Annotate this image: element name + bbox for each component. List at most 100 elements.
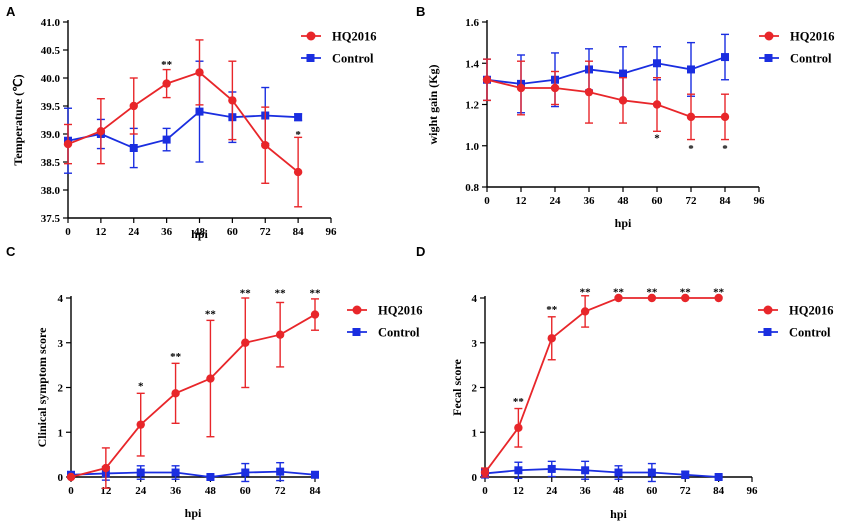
panel-letter: C: [6, 244, 16, 259]
x-tick-label: 36: [584, 195, 596, 207]
y-tick-label: 1: [58, 427, 64, 439]
legend-label: Control: [789, 326, 831, 340]
y-tick-label: 1.2: [465, 100, 479, 112]
legend: HQ2016 Control: [347, 304, 422, 340]
data-point: [206, 473, 215, 481]
data-point: [241, 468, 250, 477]
data-point: [547, 334, 556, 343]
y-tick-label: 2: [58, 383, 64, 395]
data-point: [714, 473, 723, 481]
legend: HQ2016 Control: [758, 304, 833, 340]
legend: HQ2016 Control: [759, 30, 834, 66]
y-tick-label: 38.5: [41, 157, 61, 169]
data-point: [584, 87, 594, 97]
y-tick-label: 3: [472, 338, 478, 350]
series-line: [67, 110, 299, 149]
data-point: [206, 374, 215, 383]
data-point: [96, 127, 106, 136]
data-point: [514, 466, 523, 475]
x-tick-label: 84: [310, 485, 322, 497]
x-tick-label: 24: [546, 485, 558, 497]
y-tick-label: 38.0: [41, 185, 61, 197]
x-tick-label: 12: [95, 226, 107, 238]
y-tick-label: 2: [472, 383, 478, 395]
data-point: [652, 100, 662, 109]
y-tick-label: 3: [58, 338, 64, 350]
x-tick-label: 72: [680, 485, 692, 497]
x-tick-label: 60: [227, 226, 239, 238]
x-tick-label: 60: [652, 195, 664, 207]
data-point: [721, 53, 729, 62]
x-tick-label: 48: [194, 226, 206, 238]
legend-marker: [763, 328, 772, 336]
legend-label: Control: [378, 326, 420, 340]
series-hq2016: [480, 293, 723, 478]
legend: HQ2016 Control: [301, 30, 376, 66]
x-tick-label: 24: [135, 485, 147, 497]
data-point: [63, 139, 73, 149]
significance-mark: *: [688, 143, 694, 155]
y-tick-label: 40.0: [41, 73, 61, 85]
data-point: [647, 468, 656, 477]
y-axis-title: wight gain (Kg): [426, 64, 440, 144]
panel-a: A 0 12 24 36 48 60 72 84 96 37.5 38.0 38.5 39.0 39.5 40…: [6, 4, 376, 241]
significance-mark: **: [513, 396, 525, 408]
legend-label: Control: [332, 52, 374, 66]
data-point: [547, 464, 556, 473]
y-tick-label: 1: [472, 427, 478, 439]
data-point: [720, 112, 730, 122]
x-tick-label: 36: [580, 485, 592, 497]
series-line: [486, 56, 726, 85]
panel-letter: B: [416, 4, 425, 19]
series-line: [484, 297, 719, 474]
y-axis-title: Clinical symptom score: [35, 327, 49, 447]
legend-marker: [764, 31, 774, 41]
data-point: [681, 470, 690, 479]
y-axis-title: Temperature (℃): [11, 74, 25, 165]
y-tick-label: 40.5: [41, 45, 61, 57]
data-point: [162, 79, 171, 88]
x-tick-label: 96: [747, 485, 759, 497]
data-point: [171, 468, 180, 477]
significance-mark: **: [310, 288, 322, 300]
significance-mark: **: [161, 59, 173, 71]
x-tick-label: 48: [613, 485, 625, 497]
y-tick-label: 0: [58, 472, 64, 484]
x-axis-title: hpi: [610, 507, 627, 521]
x-tick-label: 96: [754, 195, 766, 207]
data-point: [714, 293, 723, 303]
x-tick-label: 12: [516, 195, 528, 207]
data-point: [136, 420, 145, 429]
x-tick-label: 84: [713, 485, 725, 497]
data-point: [261, 141, 270, 150]
legend-marker: [306, 31, 316, 41]
data-point: [516, 83, 526, 93]
significance-mark: *: [722, 143, 728, 155]
series-line: [70, 313, 316, 478]
x-axis-title: hpi: [185, 506, 202, 520]
y-tick-label: 41.0: [41, 17, 61, 29]
panel-b: B 0 12 24 36 48 60 72 84 96 0.8 1.0 1.2 1.4 1.6 hpi wigh…: [416, 4, 834, 230]
data-point: [101, 463, 111, 473]
data-point: [653, 59, 661, 68]
data-point: [293, 167, 303, 177]
significance-mark: **: [680, 286, 692, 298]
series-line: [67, 71, 299, 173]
significance-mark: **: [646, 286, 658, 298]
x-tick-label: 96: [326, 226, 338, 238]
panel-letter: A: [6, 4, 16, 19]
data-point: [514, 423, 523, 432]
series-line: [70, 470, 316, 478]
data-point: [550, 83, 560, 93]
legend-label: HQ2016: [790, 30, 834, 44]
y-tick-label: 1.4: [465, 58, 479, 70]
legend-marker: [763, 305, 773, 315]
data-point: [162, 135, 171, 144]
data-point: [311, 470, 319, 479]
panel-letter: D: [416, 244, 425, 259]
x-tick-label: 36: [161, 226, 173, 238]
data-point: [580, 307, 590, 316]
y-tick-label: 0.8: [465, 182, 479, 194]
legend-label: HQ2016: [332, 30, 376, 44]
